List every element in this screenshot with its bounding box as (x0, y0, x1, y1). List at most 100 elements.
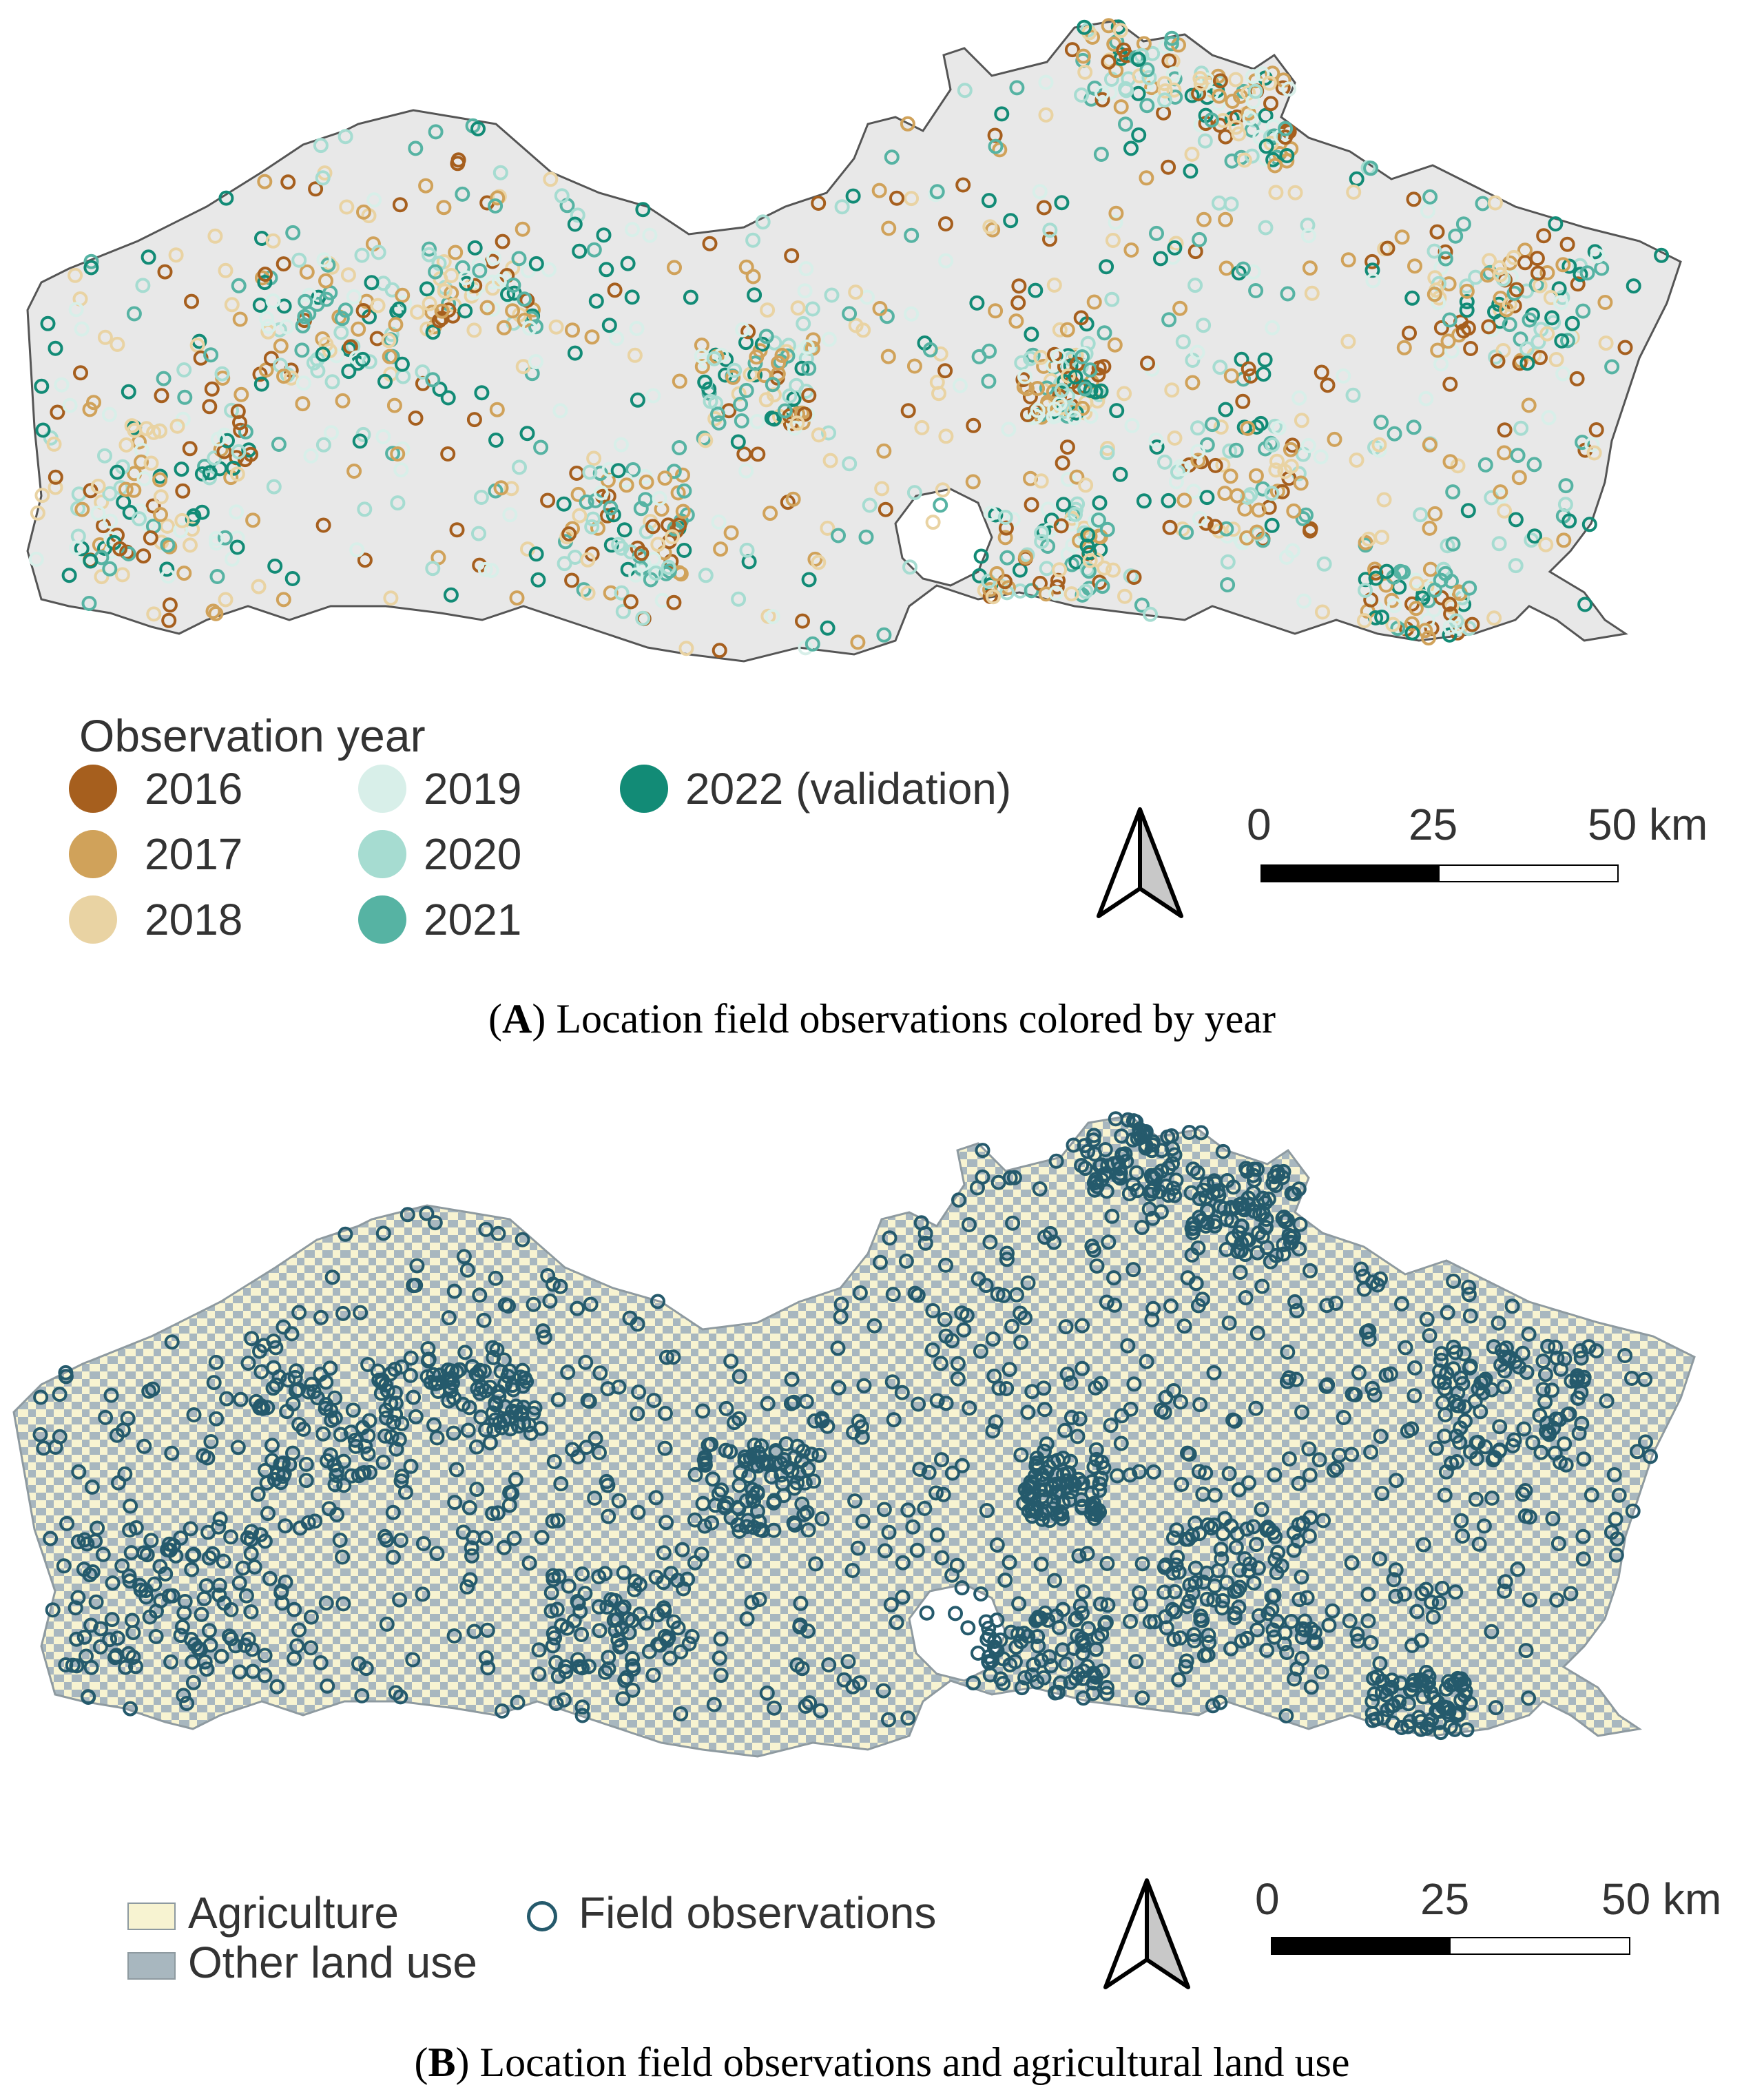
observation-point (154, 388, 169, 404)
observation-point (648, 566, 664, 581)
observation-point (1349, 453, 1364, 468)
observation-point (999, 550, 1015, 566)
observation-point (1373, 1271, 1388, 1287)
observation-point (382, 349, 397, 364)
observation-point (1573, 267, 1588, 282)
observation-point (580, 585, 596, 601)
observation-point (639, 474, 654, 490)
observation-point (146, 424, 162, 440)
observation-point (1361, 531, 1377, 547)
observation-point (1001, 422, 1017, 437)
observation-point (848, 284, 864, 300)
observation-point (316, 252, 332, 268)
observation-point (1099, 1686, 1114, 1701)
observation-point (712, 1650, 727, 1666)
observation-point (1392, 1675, 1408, 1691)
legend-label-2017: 2017 (145, 829, 243, 879)
observation-point (1053, 518, 1069, 534)
observation-point (1364, 253, 1380, 269)
observation-point (1279, 148, 1295, 163)
observation-point (1149, 439, 1165, 455)
observation-point (179, 1696, 195, 1711)
observation-point (792, 1619, 808, 1635)
observation-point (775, 1475, 791, 1491)
observation-point (898, 1253, 914, 1269)
observation-point (1174, 1477, 1190, 1492)
observation-point (944, 1333, 960, 1349)
observation-point (917, 1500, 933, 1516)
observation-point (1296, 593, 1311, 609)
observation-point (1221, 1315, 1237, 1331)
observation-point (552, 403, 568, 419)
observation-point (1199, 1591, 1215, 1607)
observation-point (1336, 1410, 1351, 1425)
observation-point (118, 1659, 134, 1675)
observation-point (1407, 1677, 1422, 1692)
observation-point (375, 429, 391, 444)
observation-point (886, 1412, 902, 1428)
observation-point (1426, 287, 1442, 302)
observation-point (592, 1365, 608, 1381)
observation-point (745, 232, 761, 248)
observation-point (1039, 1436, 1055, 1452)
observation-point (878, 501, 893, 517)
observation-point (473, 490, 489, 505)
observation-point (1264, 486, 1280, 501)
observation-point (1446, 1339, 1462, 1355)
observation-point (1033, 349, 1049, 365)
observation-point (985, 1423, 1001, 1439)
observation-point (1145, 1134, 1161, 1150)
observation-point (1126, 570, 1142, 585)
observation-point (1064, 402, 1080, 418)
observation-point (593, 485, 609, 501)
observation-point (1364, 262, 1380, 278)
observation-point (1059, 1367, 1075, 1382)
observation-point (1032, 1181, 1048, 1196)
observation-point (584, 329, 600, 345)
observation-point (1316, 556, 1332, 572)
observation-point (789, 1475, 805, 1491)
observation-point (318, 1595, 334, 1611)
observation-point (306, 355, 322, 371)
observation-point (1431, 1595, 1447, 1610)
observation-point (1433, 1352, 1449, 1368)
observation-point (1161, 159, 1176, 175)
observation-point (900, 403, 916, 419)
observation-point (1358, 572, 1373, 588)
observation-point (1066, 410, 1082, 426)
observation-point (291, 1382, 306, 1397)
observation-point (1042, 1225, 1058, 1241)
observation-point (1277, 464, 1293, 479)
observation-point (876, 1502, 892, 1517)
observation-point (1011, 1596, 1027, 1612)
observation-point (1315, 604, 1330, 620)
observation-point (224, 402, 240, 418)
observation-point (1248, 468, 1264, 484)
observation-point (1487, 195, 1503, 211)
observation-point (273, 1456, 289, 1472)
observation-point (512, 459, 527, 475)
observation-point (683, 289, 698, 305)
observation-point (1286, 1525, 1302, 1541)
observation-point (1184, 1221, 1200, 1236)
observation-point (1561, 258, 1577, 274)
observation-point (675, 504, 691, 519)
legend-swatch-2018 (69, 895, 117, 944)
observation-point (800, 1522, 816, 1538)
observation-point (795, 613, 810, 629)
observation-point (390, 446, 406, 462)
observation-point (750, 1503, 765, 1519)
observation-point (975, 1143, 990, 1159)
observation-point (1068, 554, 1084, 570)
observation-point (318, 273, 333, 289)
observation-point (446, 1628, 462, 1644)
observation-point (269, 1679, 285, 1694)
scale-bar-filled (1262, 866, 1440, 881)
observation-point (919, 1605, 935, 1621)
observation-point (814, 1411, 830, 1427)
observation-point (1028, 282, 1044, 298)
observation-point (262, 1570, 278, 1586)
observation-point (422, 247, 437, 262)
observation-point (631, 1385, 647, 1400)
observation-point (776, 1452, 792, 1467)
